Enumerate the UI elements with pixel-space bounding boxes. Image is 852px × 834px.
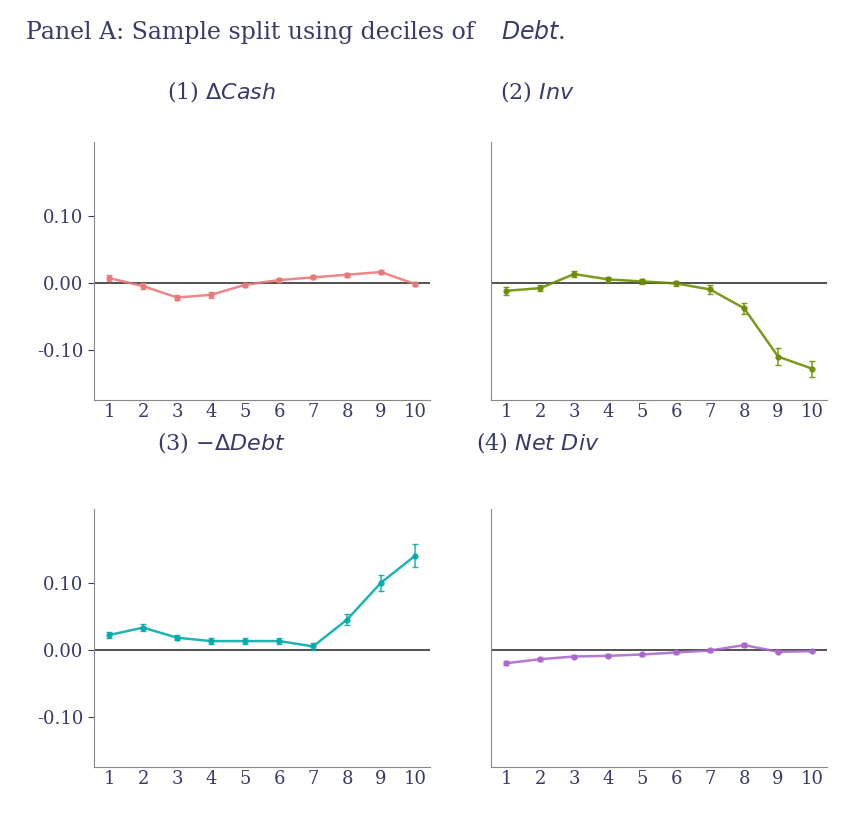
Text: (3) $-\Delta\it{Debt}$: (3) $-\Delta\it{Debt}$ <box>157 430 286 455</box>
Text: (2) $\it{Inv}$: (2) $\it{Inv}$ <box>499 79 574 104</box>
Text: (4) $\it{Net\ Div}$: (4) $\it{Net\ Div}$ <box>475 430 598 455</box>
Text: Panel A: Sample split using deciles of: Panel A: Sample split using deciles of <box>26 21 481 44</box>
Text: (1) $\Delta\it{Cash}$: (1) $\Delta\it{Cash}$ <box>167 79 276 104</box>
Text: $\it{Debt}$.: $\it{Debt}$. <box>500 21 564 44</box>
